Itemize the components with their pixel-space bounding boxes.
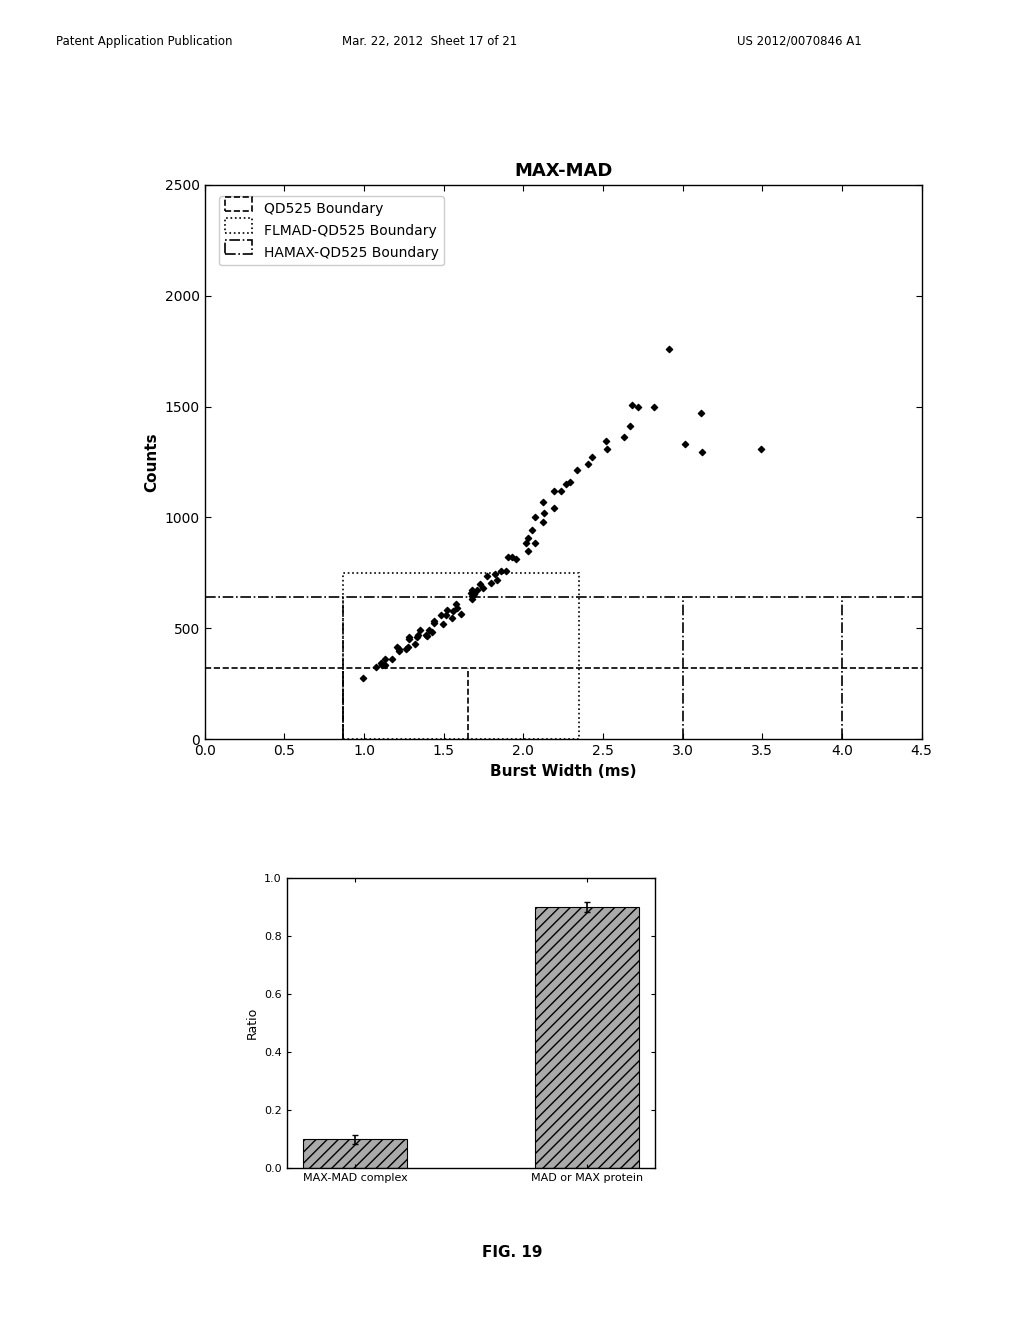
Point — [753, 438, 769, 459]
Point — [453, 603, 469, 624]
Point — [464, 589, 480, 610]
Point — [479, 565, 496, 586]
Point — [519, 540, 536, 561]
Point — [561, 471, 578, 492]
Point — [469, 579, 485, 601]
Point — [518, 532, 535, 553]
Point — [443, 607, 460, 628]
Point — [615, 426, 632, 447]
Point — [464, 585, 480, 606]
Point — [464, 579, 480, 601]
Point — [472, 573, 488, 594]
Point — [424, 622, 440, 643]
Point — [435, 614, 452, 635]
Text: US 2012/0070846 A1: US 2012/0070846 A1 — [737, 34, 862, 48]
Point — [449, 598, 465, 619]
Point — [354, 668, 371, 689]
Point — [447, 593, 464, 614]
Point — [598, 430, 614, 451]
Point — [524, 519, 541, 540]
Point — [584, 446, 600, 467]
Point — [391, 640, 408, 661]
Point — [487, 564, 504, 585]
Point — [377, 648, 393, 669]
Point — [475, 578, 492, 599]
Point — [546, 498, 562, 519]
Title: MAX-MAD: MAX-MAD — [514, 162, 612, 181]
Point — [389, 636, 406, 657]
Point — [580, 453, 596, 474]
Point — [537, 503, 553, 524]
Point — [536, 512, 552, 533]
Point — [410, 624, 426, 645]
Point — [630, 396, 646, 417]
Point — [546, 480, 562, 502]
Bar — [535, 907, 639, 1168]
Point — [421, 619, 437, 640]
Point — [622, 416, 638, 437]
Legend: QD525 Boundary, FLMAD-QD525 Boundary, HAMAX-QD525 Boundary: QD525 Boundary, FLMAD-QD525 Boundary, HA… — [219, 195, 444, 265]
Point — [412, 620, 428, 642]
Point — [419, 626, 435, 647]
Bar — [303, 1139, 408, 1168]
Point — [599, 438, 615, 459]
Point — [438, 605, 455, 626]
Point — [439, 599, 456, 620]
Point — [377, 655, 393, 676]
Point — [500, 546, 516, 568]
Point — [397, 639, 414, 660]
Point — [463, 582, 479, 603]
Point — [569, 459, 586, 480]
Text: Mar. 22, 2012  Sheet 17 of 21: Mar. 22, 2012 Sheet 17 of 21 — [342, 34, 518, 48]
Point — [418, 624, 434, 645]
Y-axis label: Ratio: Ratio — [246, 1007, 258, 1039]
X-axis label: Burst Width (ms): Burst Width (ms) — [489, 763, 637, 779]
Point — [660, 338, 677, 359]
Point — [433, 605, 450, 626]
Text: Patent Application Publication: Patent Application Publication — [56, 34, 232, 48]
Point — [401, 628, 418, 649]
Point — [493, 560, 509, 581]
Point — [527, 532, 544, 553]
Point — [498, 561, 514, 582]
Point — [519, 527, 536, 548]
Bar — [343, 573, 580, 739]
Point — [489, 569, 506, 590]
Point — [444, 601, 461, 622]
Point — [508, 548, 524, 569]
Point — [409, 627, 425, 648]
Point — [553, 480, 569, 502]
Point — [374, 655, 390, 676]
Point — [645, 397, 662, 418]
Point — [384, 648, 400, 669]
Point — [400, 636, 417, 657]
Point — [426, 612, 442, 634]
Point — [693, 403, 710, 424]
Point — [527, 507, 544, 528]
Point — [504, 546, 520, 568]
Point — [466, 583, 482, 605]
Point — [558, 474, 574, 495]
Point — [624, 395, 640, 416]
Point — [369, 656, 385, 677]
Point — [407, 634, 423, 655]
Point — [373, 652, 389, 673]
Point — [694, 441, 711, 462]
Y-axis label: Counts: Counts — [144, 432, 160, 492]
Point — [426, 611, 442, 632]
Point — [483, 573, 500, 594]
Point — [535, 492, 551, 513]
Point — [677, 434, 693, 455]
Point — [400, 626, 417, 647]
Point — [391, 638, 408, 659]
Text: FIG. 19: FIG. 19 — [481, 1245, 543, 1259]
